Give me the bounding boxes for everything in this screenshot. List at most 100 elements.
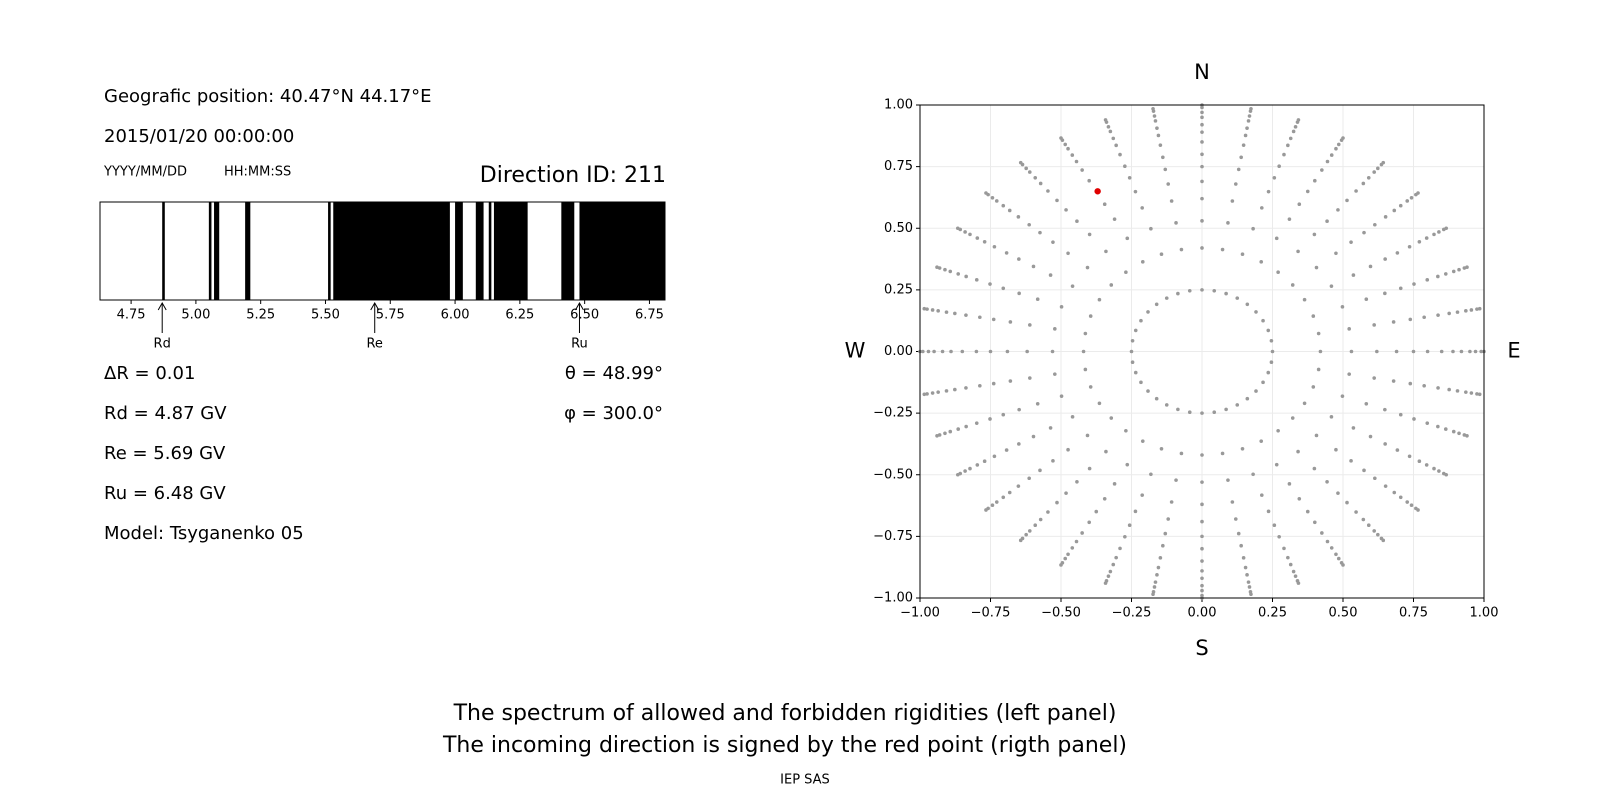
direction-point xyxy=(1159,252,1164,257)
direction-point xyxy=(991,317,996,322)
direction-point xyxy=(1200,105,1204,110)
direction-point xyxy=(1383,484,1388,488)
direction-point xyxy=(1479,349,1483,354)
direction-point xyxy=(1133,189,1138,194)
direction-point xyxy=(1038,468,1042,473)
direction-point xyxy=(1368,264,1373,269)
direction-point xyxy=(1240,446,1245,451)
direction-point xyxy=(1373,222,1377,227)
direction-point xyxy=(922,392,927,397)
direction-point xyxy=(1031,264,1036,269)
direction-point xyxy=(1259,439,1264,443)
direction-point xyxy=(1127,175,1132,180)
direction-point xyxy=(1129,349,1134,354)
marker-arrowhead xyxy=(157,301,167,311)
direction-point xyxy=(1075,219,1079,224)
direction-point xyxy=(1154,302,1159,307)
direction-point xyxy=(964,274,968,279)
direction-point xyxy=(1109,283,1114,287)
direction-point xyxy=(1046,189,1050,193)
direction-point xyxy=(1311,385,1316,389)
x-tick-label: 6.75 xyxy=(635,308,664,323)
x-tick-label: 0.50 xyxy=(1329,606,1358,621)
direction-point xyxy=(1070,415,1075,419)
direction-point xyxy=(1375,349,1379,354)
direction-point xyxy=(1407,454,1412,459)
direction-point xyxy=(935,434,939,438)
direction-point xyxy=(1123,535,1127,539)
direction-point xyxy=(925,392,929,396)
direction-point xyxy=(1033,175,1038,180)
x-tick-label: −1.00 xyxy=(900,606,940,621)
direction-point xyxy=(1407,244,1412,249)
direction-point xyxy=(1366,175,1371,180)
direction-point xyxy=(1245,126,1249,130)
direction-point xyxy=(1411,349,1416,354)
direction-point xyxy=(1220,247,1225,252)
ru: Ru = 6.48 GV xyxy=(104,483,226,504)
direction-point xyxy=(1233,182,1238,186)
x-tick-label: 5.50 xyxy=(311,308,340,323)
direction-point xyxy=(1164,403,1169,407)
direction-point xyxy=(1288,562,1293,567)
forbidden-band xyxy=(333,202,450,300)
direction-point xyxy=(1139,380,1143,385)
direction-point xyxy=(1001,286,1006,291)
direction-point xyxy=(943,267,947,272)
direction-point xyxy=(1235,403,1240,407)
direction-point xyxy=(1334,146,1338,151)
direction-point xyxy=(1200,219,1204,223)
direction-point xyxy=(1436,386,1440,390)
direction-point xyxy=(1035,297,1040,302)
direction-point xyxy=(1313,520,1317,525)
direction-point xyxy=(1272,523,1277,528)
direction-point xyxy=(1436,424,1440,429)
y-tick-label: −0.75 xyxy=(873,529,913,544)
marker-label: Rd xyxy=(154,337,171,352)
direction-point xyxy=(1286,555,1290,560)
direction-point xyxy=(1443,272,1448,276)
time-format: HH:MM:SS xyxy=(224,165,291,180)
direction-point xyxy=(1392,490,1397,495)
direction-point xyxy=(1341,136,1345,140)
direction-point xyxy=(1200,130,1204,134)
direction-point xyxy=(1075,479,1079,484)
direction-point xyxy=(1245,302,1250,307)
direction-point xyxy=(1024,532,1028,537)
direction-point xyxy=(1364,401,1369,406)
direction-point xyxy=(1372,170,1377,174)
direction-point xyxy=(1261,318,1265,323)
direction-point xyxy=(1140,206,1145,210)
direction-point xyxy=(1347,372,1351,376)
x-tick-label: 5.00 xyxy=(181,308,210,323)
direction-point xyxy=(1325,219,1329,224)
rd: Rd = 4.87 GV xyxy=(104,403,227,424)
direction-point xyxy=(982,459,987,463)
direction-point xyxy=(1220,451,1225,456)
direction-point xyxy=(936,309,940,313)
direction-point xyxy=(1114,143,1118,148)
direction-point xyxy=(1063,556,1068,561)
direction-point xyxy=(1383,442,1387,446)
direction-point xyxy=(1296,581,1301,585)
direction-point xyxy=(1422,315,1426,320)
x-tick-label: 6.00 xyxy=(441,308,470,323)
direction-point xyxy=(1296,249,1300,254)
direction-point xyxy=(1230,500,1235,504)
direction-point xyxy=(1066,447,1070,452)
y-tick-label: −0.25 xyxy=(873,406,913,421)
direction-point xyxy=(1031,434,1036,439)
direction-point xyxy=(1127,523,1132,528)
direction-point xyxy=(975,236,980,240)
direction-point xyxy=(1118,152,1122,157)
direction-point xyxy=(1224,407,1228,412)
direction-point xyxy=(1305,509,1310,514)
caption: The spectrum of allowed and forbidden ri… xyxy=(453,701,1117,726)
direction-point xyxy=(1200,559,1204,563)
x-tick-label: −0.25 xyxy=(1112,606,1152,621)
direction-point xyxy=(1106,125,1111,129)
direction-point xyxy=(1200,534,1204,539)
direction-point xyxy=(1251,472,1255,477)
direction-point xyxy=(1053,372,1057,376)
direction-point xyxy=(1151,106,1155,111)
